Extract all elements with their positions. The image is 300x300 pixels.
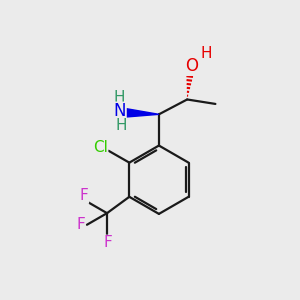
Text: H: H: [115, 118, 127, 134]
Text: F: F: [76, 217, 85, 232]
Text: H: H: [201, 46, 212, 61]
Text: N: N: [113, 102, 126, 120]
Text: F: F: [103, 236, 112, 250]
Text: H: H: [114, 90, 125, 105]
Polygon shape: [126, 109, 159, 117]
Text: Cl: Cl: [93, 140, 108, 155]
Text: F: F: [80, 188, 88, 203]
Text: O: O: [185, 57, 198, 75]
